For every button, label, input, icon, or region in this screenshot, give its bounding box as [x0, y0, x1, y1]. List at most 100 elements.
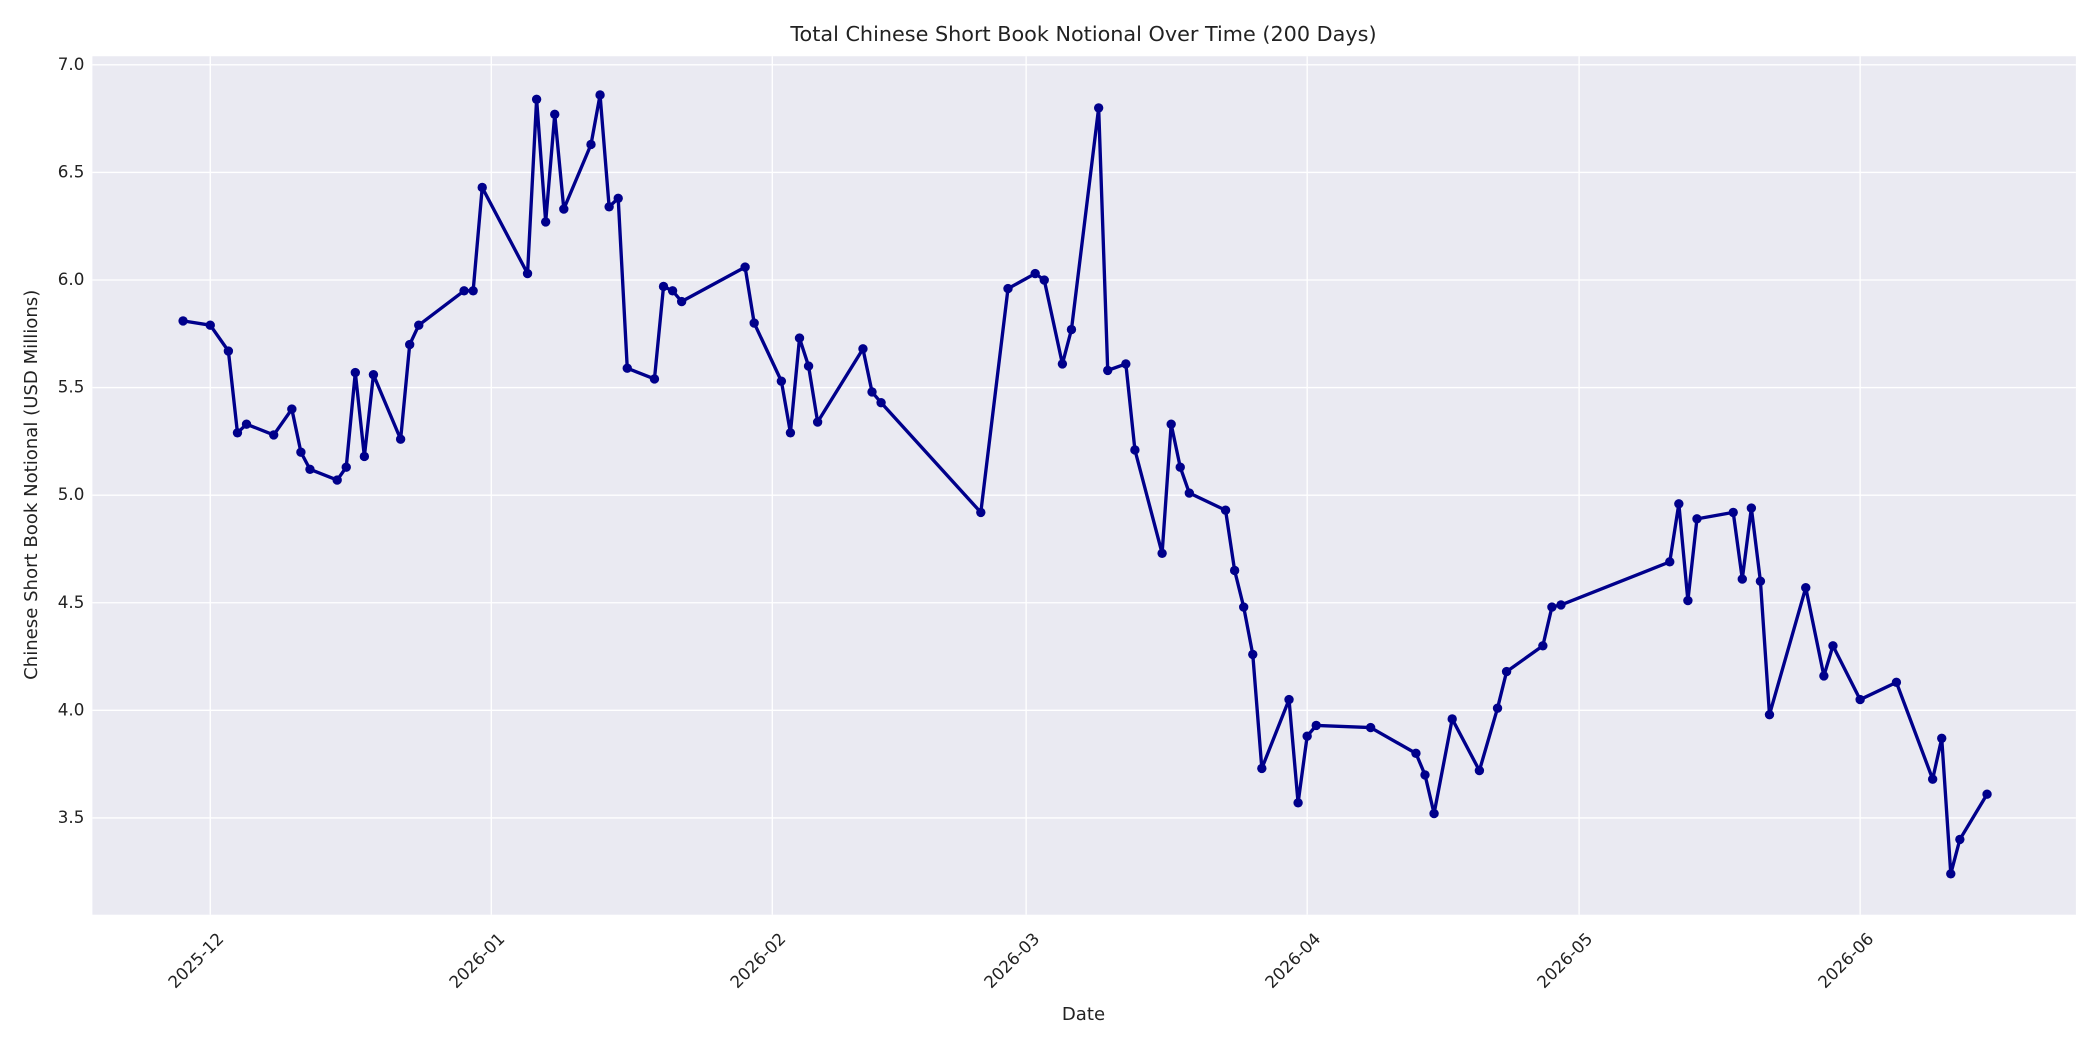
data-point — [1755, 576, 1766, 586]
data-point — [749, 318, 759, 328]
data-point — [1665, 557, 1675, 567]
data-point — [867, 387, 877, 397]
data-point — [1538, 641, 1548, 651]
chart-title: Total Chinese Short Book Notional Over T… — [789, 22, 1376, 46]
data-point — [649, 374, 660, 384]
y-axis-label: Chinese Short Book Notional (USD Million… — [21, 290, 42, 680]
data-point — [595, 90, 605, 100]
y-tick-label: 4.5 — [58, 592, 85, 612]
data-point — [1492, 703, 1503, 713]
data-point — [368, 369, 379, 380]
x-tick-label: 2025-12 — [164, 929, 228, 993]
data-point — [1166, 419, 1176, 429]
y-tick-label: 3.5 — [58, 807, 85, 827]
data-point — [1229, 565, 1240, 576]
data-point — [1801, 583, 1811, 593]
y-tick-label: 7.0 — [58, 54, 85, 74]
data-point — [1683, 595, 1693, 606]
data-point — [1547, 602, 1557, 612]
data-point — [531, 94, 542, 104]
data-point — [468, 286, 478, 296]
data-point — [1057, 359, 1068, 369]
data-point — [1946, 869, 1956, 879]
data-point — [1982, 789, 1992, 799]
data-point — [1302, 731, 1312, 741]
data-point — [1103, 365, 1113, 376]
data-point — [803, 361, 814, 371]
data-point — [1003, 283, 1013, 294]
data-point — [1093, 103, 1104, 113]
data-point — [477, 182, 487, 193]
data-point — [1030, 268, 1040, 279]
data-point — [1284, 694, 1294, 705]
x-tick-label: 2026-06 — [1814, 929, 1878, 993]
data-point — [1184, 488, 1194, 498]
data-point — [1674, 499, 1684, 509]
y-tick-label: 5.5 — [58, 377, 85, 397]
data-point — [1937, 733, 1947, 743]
data-point — [785, 428, 796, 438]
data-point — [1764, 709, 1775, 720]
data-point — [1365, 722, 1376, 733]
data-point — [1257, 763, 1267, 774]
x-tick-label: 2026-01 — [445, 929, 509, 993]
data-point — [1819, 671, 1829, 681]
data-point — [223, 346, 234, 356]
data-point — [332, 475, 342, 485]
data-point — [305, 464, 315, 475]
data-point — [622, 363, 632, 373]
y-tick-label: 4.0 — [58, 699, 85, 719]
data-point — [1121, 359, 1131, 369]
y-tick-label: 6.5 — [58, 161, 85, 181]
data-point — [1248, 649, 1258, 660]
data-point — [667, 286, 678, 296]
data-point — [676, 296, 687, 307]
data-point — [1692, 514, 1702, 524]
data-point — [350, 367, 360, 378]
data-point — [269, 430, 279, 440]
plot-area — [92, 56, 2076, 915]
data-point — [1855, 694, 1865, 705]
data-point — [1737, 574, 1747, 584]
data-point — [1474, 765, 1485, 776]
data-point — [1239, 602, 1249, 612]
data-point — [1501, 666, 1512, 677]
y-tick-label: 6.0 — [58, 269, 85, 289]
data-point — [812, 417, 823, 427]
data-point — [1891, 677, 1902, 688]
data-point — [1828, 641, 1838, 651]
x-tick-label: 2026-04 — [1261, 929, 1325, 993]
data-point — [405, 339, 415, 350]
data-point — [550, 109, 560, 120]
data-point — [1157, 548, 1167, 558]
data-point — [1728, 507, 1738, 518]
data-point — [586, 139, 596, 150]
data-point — [858, 344, 868, 354]
data-point — [1039, 275, 1049, 285]
data-point — [1130, 445, 1140, 455]
data-point — [296, 447, 306, 457]
x-axis-label: Date — [1062, 1004, 1105, 1025]
x-tick-label: 2026-03 — [980, 929, 1044, 993]
data-point — [1746, 503, 1757, 513]
data-point — [1429, 808, 1439, 819]
data-point — [613, 193, 623, 203]
data-point — [395, 434, 406, 444]
data-point — [604, 202, 614, 212]
data-point — [776, 376, 787, 386]
data-point — [287, 404, 297, 414]
data-point — [540, 217, 551, 227]
data-point — [1447, 714, 1457, 724]
data-point — [178, 316, 188, 326]
data-point — [1955, 834, 1965, 845]
data-point — [1175, 462, 1185, 472]
data-point — [740, 262, 750, 272]
data-point — [522, 268, 533, 279]
data-point — [359, 451, 370, 462]
data-point — [232, 428, 243, 438]
data-point — [459, 286, 469, 296]
data-point — [976, 507, 986, 518]
data-point — [414, 320, 424, 330]
